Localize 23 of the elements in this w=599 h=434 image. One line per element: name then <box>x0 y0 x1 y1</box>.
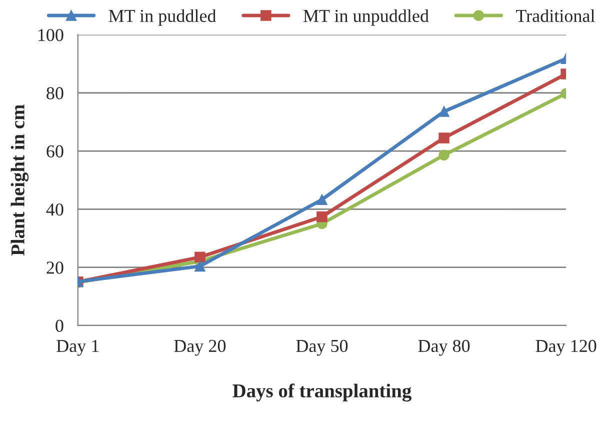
y-tick-label: 100 <box>38 28 64 42</box>
legend-label: Traditional <box>516 9 595 22</box>
point <box>194 260 206 272</box>
x-tick-label: Day 1 <box>56 340 99 356</box>
x-tick-label: Day 80 <box>418 340 470 356</box>
y-axis-title: Plant height in cm <box>10 104 29 256</box>
x-tick-label: Day 50 <box>296 340 348 356</box>
x-tick-label: Day 20 <box>174 340 226 356</box>
point <box>438 106 450 117</box>
point <box>194 252 206 263</box>
y-tick-label: 40 <box>46 203 64 216</box>
legend-label: MT in puddled <box>108 9 216 26</box>
legend-label: MT in unpuddled <box>303 9 429 26</box>
y-tick-label: 20 <box>46 262 64 274</box>
point <box>316 194 328 205</box>
y-tick-label: 0 <box>56 320 64 332</box>
x-tick-label: Day 120 <box>536 340 596 356</box>
point <box>438 150 450 160</box>
x-axis-title: Days of transplanting <box>232 384 412 402</box>
y-tick-label: 60 <box>46 145 64 158</box>
point <box>316 211 328 222</box>
point <box>438 132 450 144</box>
y-tick-label: 80 <box>46 87 64 100</box>
